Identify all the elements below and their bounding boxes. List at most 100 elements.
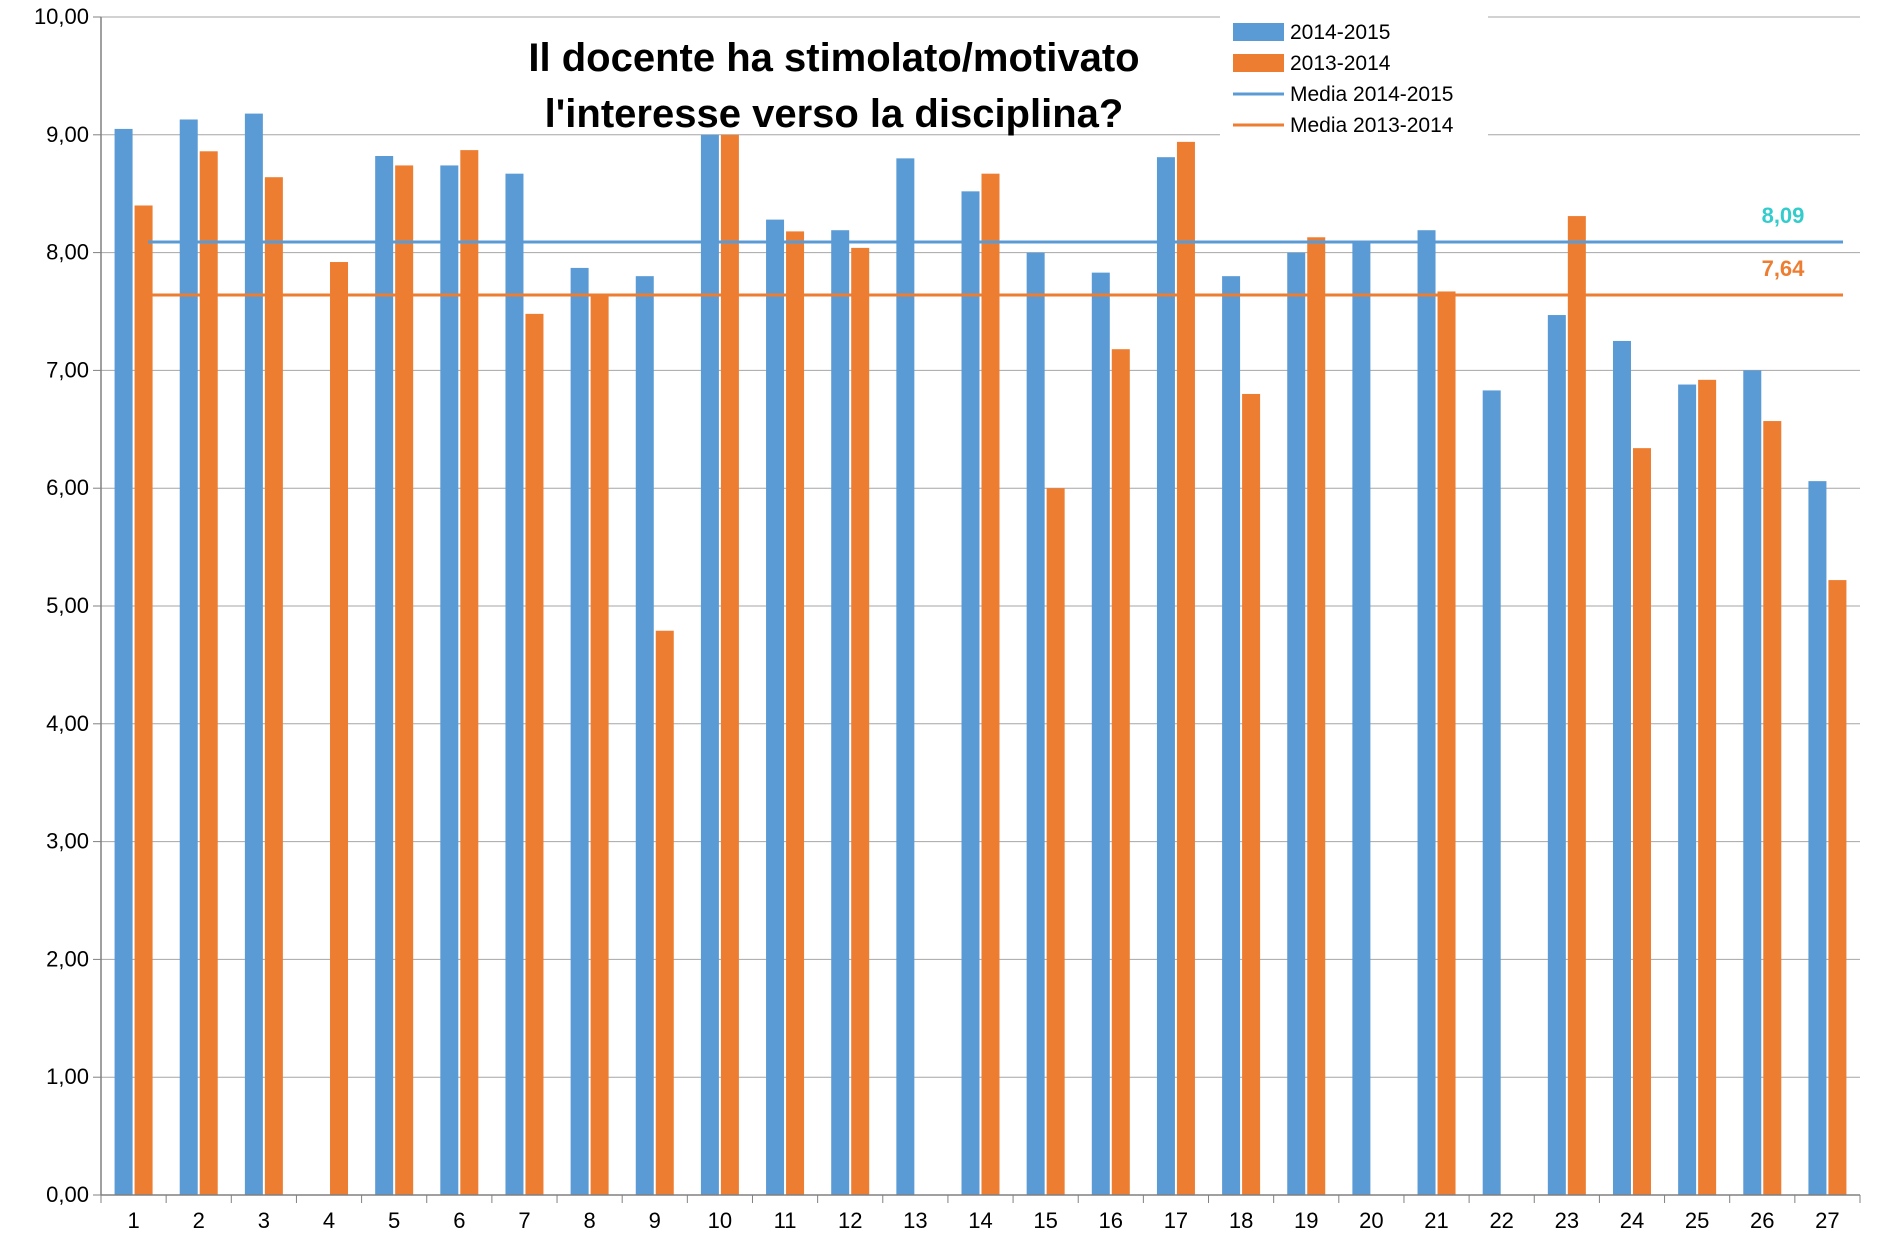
bar-2013-2014-6	[460, 150, 479, 1195]
gridlines	[101, 16, 1860, 1196]
y-axis: 0,00 1,00 2,00 3,00 4,00 5,00 6,00 7,00 8,00 9,00…	[34, 4, 102, 1207]
y-tick-label: 1,00	[46, 1064, 89, 1089]
title-line-1: Il docente ha stimolato/motivato	[528, 36, 1139, 80]
y-tick-label: 2,00	[46, 946, 89, 971]
bar-2014-2015-16	[1091, 272, 1110, 1196]
legend-label-2014-2015: 2014-2015	[1290, 21, 1390, 44]
bar-2014-2015-15	[1026, 252, 1045, 1196]
chart-title: Il docente ha stimolato/motivato l'inter…	[528, 36, 1139, 136]
x-tick-label: 6	[453, 1208, 465, 1233]
x-tick-label: 13	[903, 1208, 927, 1233]
x-tick-label: 10	[708, 1208, 732, 1233]
bar-2014-2015-3	[244, 113, 263, 1196]
bar-2013-2014-3	[264, 177, 283, 1195]
bar-2013-2014-14	[981, 173, 1000, 1195]
bar-2014-2015-24	[1612, 340, 1631, 1195]
legend-label-Media 2014-2015: Media 2014-2015	[1290, 83, 1453, 106]
bar-2014-2015-23	[1547, 315, 1566, 1195]
bar-2014-2015-10	[700, 134, 719, 1195]
bar-2013-2014-1	[134, 205, 153, 1196]
x-tick-label: 15	[1033, 1208, 1057, 1233]
x-tick-label: 25	[1685, 1208, 1709, 1233]
bar-2014-2015-6	[440, 165, 459, 1196]
bar-2014-2015-2	[179, 119, 198, 1196]
y-tick-label: 0,00	[46, 1182, 89, 1207]
bar-2013-2014-12	[851, 247, 870, 1195]
x-tick-label: 22	[1489, 1208, 1513, 1233]
average-label-Media 2013-2014: 7,64	[1762, 256, 1806, 281]
bar-2014-2015-20	[1352, 241, 1371, 1196]
bar-2013-2014-7	[525, 313, 544, 1196]
average-label-Media 2014-2015: 8,09	[1762, 203, 1805, 228]
x-tick-label: 18	[1229, 1208, 1253, 1233]
x-tick-label: 17	[1164, 1208, 1188, 1233]
y-tick-label: 3,00	[46, 829, 89, 854]
x-tick-label: 9	[649, 1208, 661, 1233]
bar-2013-2014-2	[199, 151, 218, 1196]
bar-2014-2015-17	[1156, 157, 1175, 1195]
bar-2013-2014-27	[1828, 580, 1847, 1195]
bar-2014-2015-19	[1287, 252, 1306, 1196]
bar-2013-2014-19	[1307, 237, 1326, 1195]
bar-2013-2014-23	[1567, 216, 1586, 1195]
bar-2013-2014-4	[330, 262, 349, 1195]
y-tick-label: 9,00	[46, 122, 89, 147]
x-tick-label: 2	[193, 1208, 205, 1233]
x-tick-label: 24	[1620, 1208, 1644, 1233]
bar-2014-2015-8	[570, 267, 589, 1195]
x-tick-label: 12	[838, 1208, 862, 1233]
legend-label-Media 2013-2014: Media 2013-2014	[1290, 114, 1454, 137]
legend: 2014-2015 2013-2014 Media 2014-2015 Media 2…	[1220, 16, 1488, 138]
bar-2013-2014-26	[1763, 421, 1782, 1196]
x-tick-label: 1	[127, 1208, 139, 1233]
bar-2014-2015-14	[961, 191, 980, 1195]
bar-2014-2015-5	[375, 156, 394, 1195]
bar-2013-2014-17	[1176, 141, 1195, 1195]
x-tick-label: 3	[258, 1208, 270, 1233]
bar-2013-2014-11	[786, 231, 805, 1195]
x-tick-label: 11	[774, 1208, 797, 1233]
legend-label-2013-2014: 2013-2014	[1290, 52, 1391, 75]
bar-2014-2015-26	[1743, 370, 1762, 1195]
title-line-2: l'interesse verso la disciplina?	[545, 92, 1124, 136]
bar-2013-2014-5	[395, 165, 414, 1196]
bar-2013-2014-10	[720, 134, 739, 1195]
bar-2013-2014-15	[1046, 488, 1065, 1195]
bar-2014-2015-27	[1808, 481, 1827, 1196]
bar-2014-2015-12	[831, 230, 850, 1195]
bar-2013-2014-24	[1632, 448, 1651, 1195]
bar-2014-2015-21	[1417, 230, 1436, 1195]
bar-2013-2014-25	[1698, 379, 1717, 1196]
legend-swatch-2014-2015	[1233, 23, 1284, 41]
y-tick-label: 5,00	[46, 593, 89, 618]
bar-2014-2015-18	[1222, 276, 1241, 1195]
y-tick-label: 6,00	[46, 475, 89, 500]
bar-2014-2015-22	[1482, 390, 1501, 1195]
x-tick-label: 26	[1750, 1208, 1774, 1233]
bar-2013-2014-8	[590, 295, 609, 1195]
legend-swatch-2013-2014	[1233, 54, 1284, 72]
x-tick-label: 8	[583, 1208, 595, 1233]
x-axis: 1 2 3 4 5 6 7 8 9 10 11 12 13 14 15 16 17 18 19 20 21 22 23 24 2…	[100, 1194, 1861, 1233]
x-tick-label: 20	[1359, 1208, 1383, 1233]
x-tick-label: 7	[518, 1208, 530, 1233]
bar-2014-2015-7	[505, 173, 524, 1195]
bar-2013-2014-18	[1242, 393, 1261, 1196]
bar-2014-2015-11	[766, 219, 785, 1196]
bar-2014-2015-1	[114, 128, 133, 1195]
x-tick-label: 16	[1099, 1208, 1123, 1233]
x-tick-label: 21	[1424, 1208, 1448, 1233]
y-tick-label: 10,00	[34, 4, 89, 29]
y-tick-label: 8,00	[46, 240, 89, 265]
x-tick-label: 27	[1815, 1208, 1839, 1233]
bar-2014-2015-25	[1678, 384, 1697, 1195]
x-tick-label: 19	[1294, 1208, 1318, 1233]
bar-2014-2015-9	[635, 276, 654, 1195]
x-tick-label: 5	[388, 1208, 400, 1233]
x-tick-label: 14	[968, 1208, 992, 1233]
bar-2014-2015-13	[896, 158, 915, 1196]
x-tick-label: 4	[323, 1208, 335, 1233]
x-tick-label: 23	[1555, 1208, 1579, 1233]
bar-2013-2014-16	[1111, 349, 1130, 1195]
